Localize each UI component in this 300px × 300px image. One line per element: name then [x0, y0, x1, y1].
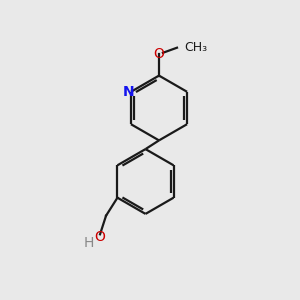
Text: H: H [83, 236, 94, 250]
Text: O: O [94, 230, 106, 244]
Text: N: N [123, 85, 134, 99]
Text: CH₃: CH₃ [184, 41, 207, 54]
Text: O: O [154, 47, 164, 61]
